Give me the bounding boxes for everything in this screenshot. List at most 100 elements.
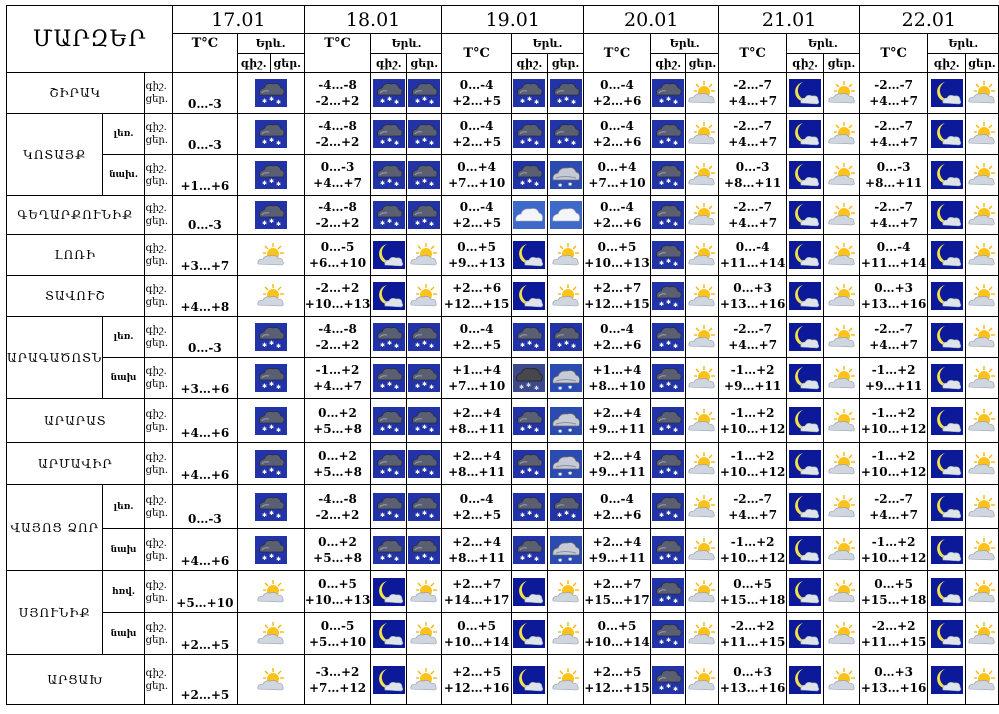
day-temp: +2…+6 <box>592 216 642 230</box>
svg-text:✱: ✱ <box>666 340 671 347</box>
temperature-cell: +4…+6 <box>172 398 238 443</box>
svg-text:✱: ✱ <box>520 342 525 349</box>
svg-text:✱: ✱ <box>520 180 525 187</box>
svg-text:✱: ✱ <box>659 555 664 562</box>
svg-text:✱: ✱ <box>666 424 671 431</box>
svg-text:✱: ✱ <box>666 137 671 144</box>
weather-icon-cell <box>823 113 860 155</box>
day-label: ցեր. <box>145 135 168 146</box>
svg-text:✱: ✱ <box>394 513 399 520</box>
night-temp: -2…-7 <box>874 322 913 336</box>
moon-cloud-icon <box>512 241 546 269</box>
svg-text:✱: ✱ <box>276 181 281 188</box>
day-temp: 0…-3 <box>188 341 222 355</box>
cloudy-icon: ✱ ✱ <box>548 449 582 478</box>
night-temp: -4…-8 <box>318 322 357 336</box>
weather-icon-cell <box>927 316 966 358</box>
svg-text:✱: ✱ <box>415 180 420 187</box>
night-temp: 0…+4 <box>457 160 497 174</box>
day-temp: +10…+13 <box>304 297 371 311</box>
day-temp: +3…+7 <box>180 259 230 273</box>
weather-icon-cell <box>405 654 443 705</box>
night-temp: -2…-7 <box>733 78 772 92</box>
weather-icon-cell: ✱ ✱ ✱ <box>236 398 305 443</box>
moon-cloud-icon <box>929 665 964 694</box>
sun-cloud-icon <box>238 241 303 269</box>
svg-text:✱: ✱ <box>415 139 420 146</box>
sun-cloud-icon <box>407 619 441 648</box>
sun-cloud-icon <box>548 619 582 648</box>
temperature-cell: -4…-8 -2…+2 <box>303 316 372 358</box>
day-temp: +4…+6 <box>180 468 230 482</box>
night-temp: 0…+3 <box>733 664 773 679</box>
temperature-cell: +2…+4 +9…+11 <box>583 398 651 443</box>
night-temp: -3…+2 <box>315 664 360 679</box>
day-label: ցեր. <box>145 379 168 390</box>
moon-cloud-icon <box>929 323 964 351</box>
subregion-label: նախ <box>102 612 145 655</box>
weather-icon-cell: ✱ ✱ ✱ <box>370 72 407 114</box>
svg-text:✱: ✱ <box>534 99 539 106</box>
night-temp: 0…-4 <box>876 240 911 254</box>
svg-text:✱: ✱ <box>527 553 532 560</box>
day-temp: +8…+11 <box>448 550 506 565</box>
time-of-day-labels: գիշ. ցեր. <box>143 72 174 114</box>
weather-icon-cell <box>685 316 720 358</box>
weather-column-header: Երև. <box>370 33 443 54</box>
snow-cloud-icon: ✱ ✱ ✱ <box>238 201 303 229</box>
sun-cloud-icon <box>825 665 859 694</box>
weather-icon-cell: ✱ ✱ ✱ <box>236 442 305 485</box>
svg-text:✱: ✱ <box>429 343 434 350</box>
weather-icon-cell: ✱ ✱ ✱ <box>510 113 548 155</box>
svg-text:✱: ✱ <box>564 137 569 144</box>
day-temp: +4…+7 <box>313 379 362 393</box>
temperature-cell: +2…+5 +12…+15 <box>583 654 651 705</box>
svg-text:✱: ✱ <box>262 426 267 433</box>
svg-text:✱: ✱ <box>659 260 664 267</box>
svg-text:✱: ✱ <box>673 140 678 147</box>
snow-cloud-icon: ✱ ✱ ✱ <box>512 120 546 148</box>
night-temp: 0…-4 <box>600 119 634 133</box>
weather-icon-cell: ✱ ✱ ✱ <box>370 442 407 485</box>
weather-icon-cell <box>546 275 585 317</box>
weather-icon-cell <box>964 528 999 571</box>
night-temp: 0…-4 <box>600 491 634 506</box>
weather-icon-cell <box>927 484 966 529</box>
night-temp: -2…-7 <box>874 491 913 506</box>
weather-icon-cell: ✱ ✱ ✱ <box>649 72 687 114</box>
weather-icon-cell: ✱ ✱ ✱ <box>370 398 407 443</box>
region-name: ԼՈՌԻ <box>6 234 145 276</box>
time-of-day-labels: գիշ. ցեր. <box>143 234 174 276</box>
date-header: 18.01 <box>303 5 443 34</box>
snow-cloud-icon: ✱ ✱ ✱ <box>238 364 303 392</box>
svg-text:✱: ✱ <box>557 342 562 349</box>
svg-text:✱: ✱ <box>422 553 427 560</box>
snow-cloud-icon: ✱ ✱ ✱ <box>372 364 406 392</box>
snow-cloud-icon: ✱ ✱ ✱ <box>651 406 685 435</box>
snow-cloud-icon: ✱ ✱ ✱ <box>407 161 441 189</box>
day-temp: +5…+8 <box>313 421 362 436</box>
snow-cloud-icon: ✱ ✱ ✱ <box>512 161 546 189</box>
svg-text:✱: ✱ <box>269 510 274 517</box>
weather-icon-cell <box>927 234 966 276</box>
sun-cloud-icon <box>825 364 859 392</box>
svg-text:✱: ✱ <box>262 139 267 146</box>
svg-text:✱: ✱ <box>429 470 434 477</box>
svg-text:✱: ✱ <box>394 221 399 228</box>
night-label: գիշ. <box>145 284 167 295</box>
weather-icon-cell: ✱ ✱ ✱ <box>236 357 305 399</box>
weather-icon-cell <box>370 612 407 655</box>
temperature-cell: 0…-3 +8…+11 <box>718 154 787 196</box>
temperature-cell: 0…+3 +13…+16 <box>858 654 929 705</box>
day-temp: +9…+11 <box>865 379 923 393</box>
svg-text:✱: ✱ <box>276 343 281 350</box>
svg-text:✱: ✱ <box>666 553 671 560</box>
svg-text:✱: ✱ <box>269 553 274 560</box>
svg-text:✱: ✱ <box>666 467 671 474</box>
temperature-cell: 0…-3 +8…+11 <box>858 154 929 196</box>
region-row: ԱՐՄԱՎԻՐ գիշ. ցեր. +4…+6 ✱ ✱ ✱ 0…+2 +5…+8 ✱ ✱ ✱ ✱ ✱ ✱ +2… <box>6 442 999 485</box>
forecast-table: ՄԱՐԶԵՐ 17.01 18.01 19.01 20.01 21.01 22.01 T°C Ե… <box>5 5 999 705</box>
svg-text:✱: ✱ <box>659 512 664 519</box>
sun-cloud-icon <box>966 619 998 648</box>
temperature-cell: -2…-7 +4…+7 <box>858 316 929 358</box>
